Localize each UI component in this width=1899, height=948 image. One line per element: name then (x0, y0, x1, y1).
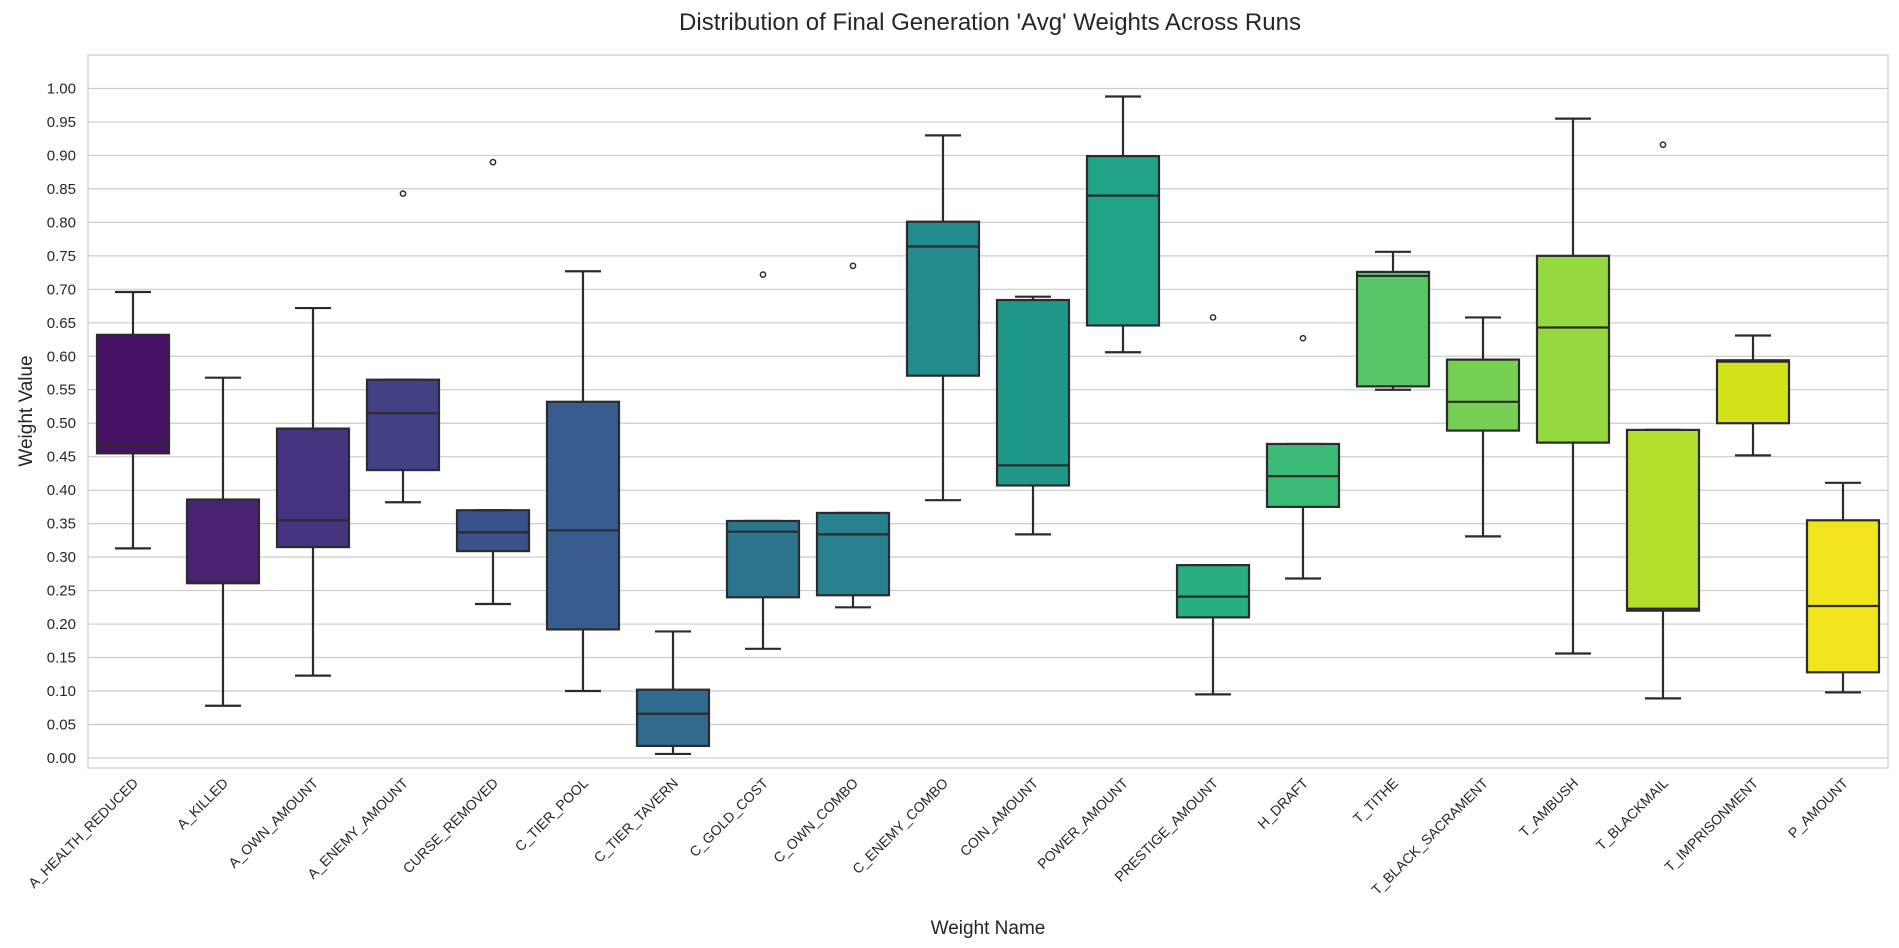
x-tick-label: P_AMOUNT (1785, 774, 1852, 841)
y-tick-labels: 0.00 0.05 0.10 0.15 0.20 0.25 0.30 0.35 0.40 0.45… (47, 80, 76, 766)
y-tick-label: 0.00 (47, 750, 76, 767)
y-tick-label: 0.70 (47, 281, 76, 298)
outlier-point (759, 271, 767, 278)
box-t-blackmail (1625, 141, 1701, 700)
box-a-enemy-amount (365, 190, 441, 504)
x-tick-label: C_ENEMY_COMBO (849, 775, 951, 877)
outlier-point (399, 190, 407, 197)
iqr-box (275, 427, 351, 549)
iqr-box (455, 509, 531, 553)
iqr-box (1535, 254, 1611, 444)
box-c-tier-pool (545, 270, 621, 693)
x-tick-label: T_AMBUSH (1516, 775, 1581, 840)
x-tick-label: T_TITHE (1350, 775, 1401, 826)
y-tick-label: 0.90 (47, 147, 76, 164)
box-t-imprisonment (1715, 334, 1791, 457)
boxes (95, 95, 1881, 756)
box-curse-removed (455, 158, 531, 606)
iqr-box (1175, 564, 1251, 619)
y-tick-label: 0.40 (47, 482, 76, 499)
y-tick-label: 0.10 (47, 683, 76, 700)
box-c-tier-tavern (635, 630, 711, 756)
iqr-box (815, 511, 891, 597)
box-c-enemy-combo (905, 134, 981, 502)
x-tick-label: COIN_AMOUNT (957, 774, 1042, 859)
y-tick-label: 0.20 (47, 616, 76, 633)
x-tick-label: A_KILLED (174, 775, 232, 833)
y-tick-label: 0.65 (47, 315, 76, 332)
outlier-point (1209, 314, 1217, 321)
box-c-gold-cost (725, 271, 801, 650)
y-tick-label: 0.85 (47, 181, 76, 198)
y-tick-label: 0.05 (47, 716, 76, 733)
x-tick-label: C_TIER_POOL (512, 775, 592, 855)
iqr-box (1445, 358, 1521, 432)
box-prestige-amount (1175, 314, 1251, 696)
box-a-health-reduced (95, 290, 171, 550)
iqr-box (1715, 359, 1791, 425)
x-tick-label: PRESTIGE_AMOUNT (1111, 774, 1221, 884)
y-tick-label: 0.95 (47, 114, 76, 131)
chart-title: Distribution of Final Generation 'Avg' W… (679, 9, 1301, 36)
iqr-box (185, 498, 261, 585)
iqr-box (725, 519, 801, 599)
x-tick-label: C_TIER_TAVERN (590, 775, 681, 866)
y-axis-label: Weight Value (16, 355, 37, 466)
outlier-point (1659, 141, 1667, 149)
x-tick-label: H_DRAFT (1254, 774, 1311, 831)
iqr-box (1355, 270, 1431, 388)
iqr-box (1805, 519, 1881, 674)
box-coin-amount (995, 295, 1071, 536)
box-p-amount (1805, 481, 1881, 694)
x-tick-label: C_OWN_COMBO (770, 775, 861, 866)
x-tick-label: T_BLACKMAIL (1593, 775, 1672, 854)
x-tick-label: C_GOLD_COST (686, 774, 771, 859)
iqr-box (1625, 428, 1701, 612)
box-a-killed (185, 376, 261, 707)
outlier-point (1299, 334, 1307, 342)
x-tick-label: CURSE_REMOVED (400, 775, 502, 877)
y-tick-label: 0.15 (47, 650, 76, 667)
box-a-own-amount (275, 306, 351, 677)
box-c-own-combo (815, 262, 891, 609)
box-t-ambush (1535, 117, 1611, 655)
y-tick-label: 0.35 (47, 516, 76, 533)
y-tick-label: 0.80 (47, 214, 76, 231)
box-t-black-sacrament (1445, 316, 1521, 538)
y-tick-label: 0.75 (47, 248, 76, 265)
iqr-box (95, 333, 171, 455)
box-t-tithe (1355, 250, 1431, 391)
x-tick-label: POWER_AMOUNT (1034, 774, 1131, 871)
y-tick-label: 0.25 (47, 583, 76, 600)
y-tick-label: 0.50 (47, 415, 76, 432)
iqr-box (905, 220, 981, 377)
y-tick-label: 0.55 (47, 382, 76, 399)
iqr-box (635, 688, 711, 748)
iqr-box (545, 400, 621, 631)
x-tick-label: A_HEALTH_REDUCED (25, 775, 141, 891)
x-tick-label: A_ENEMY_AMOUNT (304, 774, 411, 881)
outlier-point (849, 262, 857, 270)
y-tick-label: 0.45 (47, 449, 76, 466)
iqr-box (1085, 154, 1161, 327)
y-tick-label: 0.30 (47, 549, 76, 566)
x-axis-label: Weight Name (931, 918, 1046, 939)
x-tick-labels: A_HEALTH_REDUCED A_KILLEDA_OWN_AMOUNTA_EN… (25, 774, 1852, 897)
y-tick-label: 0.60 (47, 348, 76, 365)
plot-frame (87, 54, 1889, 769)
x-tick-label: A_OWN_AMOUNT (225, 774, 321, 870)
x-tick-label: T_IMPRISONMENT (1661, 774, 1761, 874)
iqr-box (995, 298, 1071, 487)
iqr-box (365, 378, 441, 472)
y-tick-label: 1.00 (47, 80, 76, 97)
box-power-amount (1085, 95, 1161, 354)
grid-lines (88, 87, 1888, 759)
box-h-draft (1265, 334, 1341, 580)
outlier-point (489, 158, 497, 166)
